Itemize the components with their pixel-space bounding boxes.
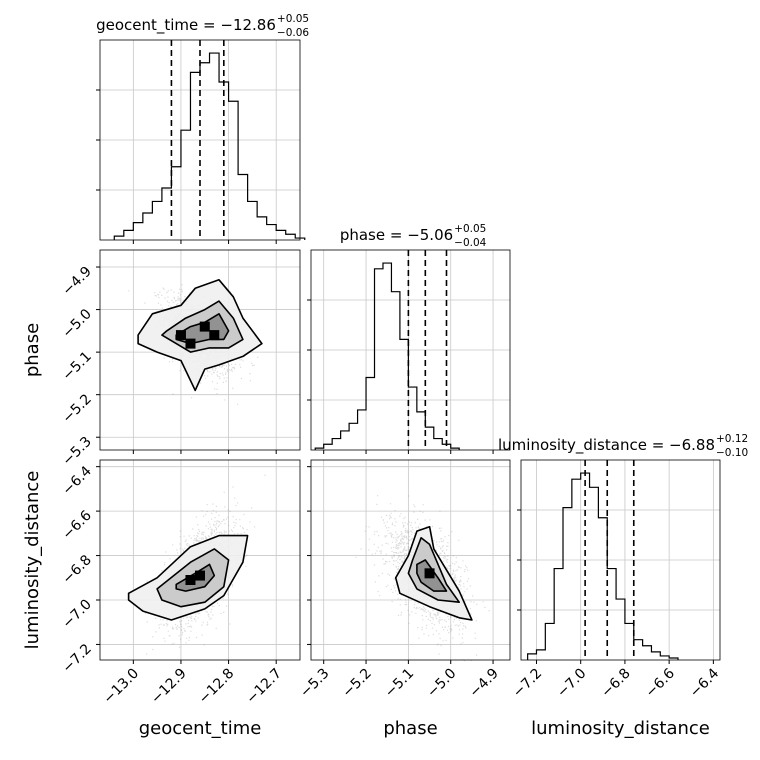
- panel-title: phase = −5.06 +0.05 −0.04: [340, 223, 487, 249]
- ytick-label: −5.3: [59, 434, 94, 469]
- density-peak-cell: [185, 575, 196, 585]
- xtick-label: −6.4: [687, 665, 722, 700]
- panel-2-1: −5.3 −5.2 −5.1 −5.0 −4.9 phase: [297, 459, 511, 739]
- density-peak-cell: [195, 570, 205, 581]
- title-sup: +0.05: [454, 223, 486, 235]
- title-sup: +0.05: [277, 13, 309, 25]
- xtick-label: −7.0: [554, 666, 589, 701]
- x-axis-label: luminosity_distance: [531, 718, 710, 739]
- panel-2-0: −7.2 −7.0 −6.8 −6.6 −6.4 luminosity_distance −…: [22, 459, 301, 739]
- panel-frame: [99, 249, 301, 451]
- xtick-label: −5.1: [382, 666, 417, 701]
- panel-frame: [310, 249, 511, 451]
- panel-1-1: phase = −5.06 +0.05 −0.04: [307, 223, 511, 454]
- panel-title: geocent_time = −12.86 +0.05 −0.06: [96, 13, 309, 39]
- title-sub: −0.04: [454, 237, 486, 249]
- density-peak-cell: [424, 568, 435, 579]
- xtick-label: −12.8: [196, 666, 238, 708]
- ytick-label: −6.4: [59, 463, 94, 498]
- panel-frame: [310, 459, 511, 661]
- ytick-label: −6.6: [59, 508, 94, 543]
- panel-0-0: geocent_time = −12.86 +0.05 −0.06: [96, 13, 309, 244]
- xtick-label: −12.7: [243, 666, 285, 708]
- panel-frame: [99, 39, 301, 241]
- ytick-label: −7.2: [59, 641, 94, 676]
- histogram-step-luminosity_distance: [527, 472, 679, 660]
- density-peak-cell: [185, 338, 196, 349]
- y-axis-label: phase: [22, 323, 43, 377]
- histogram-step-geocent_time: [113, 52, 306, 240]
- xtick-label: −5.0: [424, 666, 459, 701]
- xtick-label: −5.3: [297, 666, 332, 701]
- title-sub: −0.06: [277, 27, 309, 39]
- panel-title: luminosity_distance = −6.88 +0.12 −0.10: [498, 433, 748, 459]
- xtick-label: −13.0: [101, 666, 143, 708]
- y-axis-label: luminosity_distance: [22, 471, 43, 650]
- xtick-label: −12.9: [148, 666, 190, 708]
- title-sub: −0.10: [716, 447, 748, 459]
- scatter-points: [355, 495, 490, 662]
- title-main: phase = −5.06: [340, 226, 453, 244]
- xtick-label: −7.2: [510, 666, 545, 701]
- panel-1-0: −5.3 −5.2 −5.1 −5.0 −4.9 phase: [22, 249, 301, 469]
- ytick-label: −4.9: [59, 264, 94, 299]
- title-main: geocent_time = −12.86: [96, 16, 276, 35]
- density-peak-cell: [209, 330, 220, 341]
- density-peak-cell: [175, 330, 186, 341]
- panel-frame: [99, 459, 301, 661]
- ytick-label: −5.2: [59, 391, 94, 426]
- x-axis-label: geocent_time: [139, 718, 262, 739]
- ytick-label: −6.8: [59, 552, 94, 587]
- title-sup: +0.12: [716, 433, 748, 445]
- histogram-step-phase: [314, 262, 460, 450]
- xtick-label: −6.8: [598, 666, 633, 701]
- title-main: luminosity_distance = −6.88: [498, 436, 715, 455]
- density-peak-cell: [199, 321, 210, 332]
- xtick-label: −4.9: [467, 666, 502, 701]
- panel-2-2: luminosity_distance = −6.88 +0.12 −0.10 −7.…: [498, 433, 748, 739]
- ytick-label: −5.1: [59, 349, 94, 384]
- ytick-label: −5.0: [59, 306, 94, 341]
- xtick-label: −6.6: [643, 665, 678, 700]
- ytick-label: −7.0: [59, 597, 94, 632]
- panel-frame: [520, 459, 721, 661]
- xtick-label: −5.2: [340, 666, 375, 701]
- x-axis-label: phase: [383, 718, 437, 739]
